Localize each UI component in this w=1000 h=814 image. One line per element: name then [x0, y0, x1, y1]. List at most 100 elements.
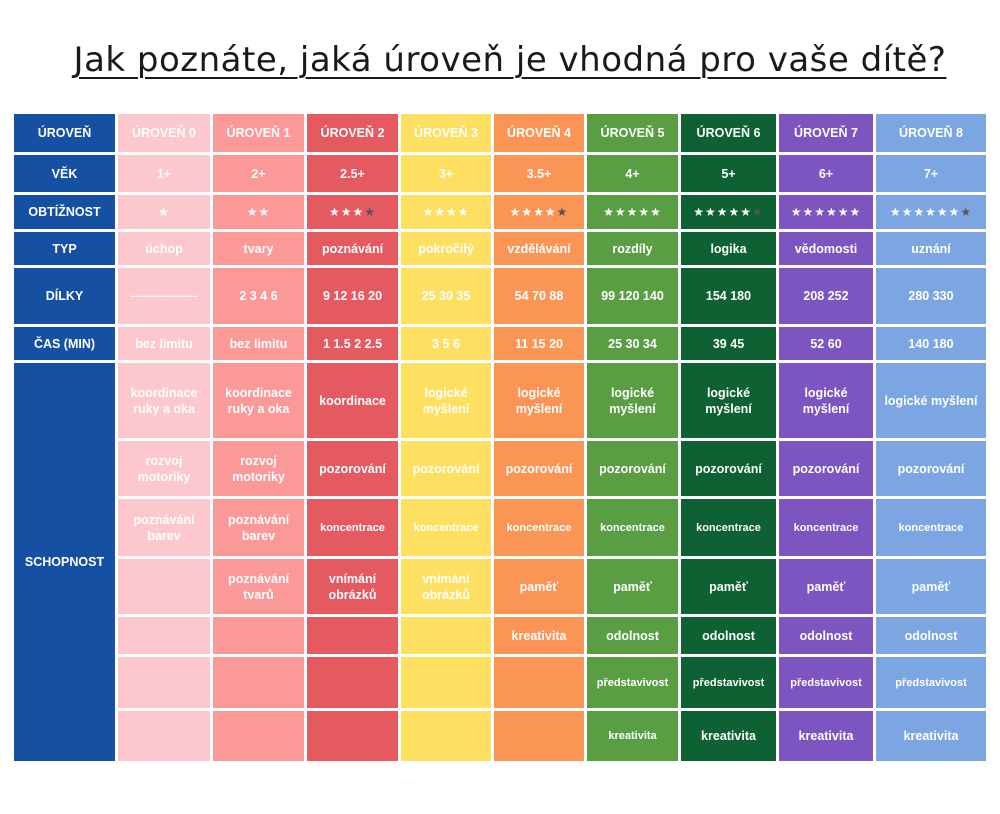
- row-header-difficulty: OBTÍŽNOST: [14, 195, 115, 229]
- level-0-skill-4: [118, 617, 210, 654]
- level-8-skill-0: logické myšlení: [876, 363, 986, 438]
- level-2-type: poznávání: [307, 232, 398, 265]
- level-5-skill-3: paměť: [587, 559, 678, 614]
- level-5-skill-0: logické myšlení: [587, 363, 678, 438]
- level-7-difficulty: ★★★★★★: [779, 195, 873, 229]
- level-8-difficulty: ★★★★★★ ★: [876, 195, 986, 229]
- star-rating-icon: ★★: [246, 205, 271, 219]
- level-3-skill-1: pozorování: [401, 441, 491, 496]
- row-header-level: ÚROVEŇ: [14, 114, 115, 152]
- level-3-skill-4: [401, 617, 491, 654]
- level-4-age: 3.5+: [494, 155, 584, 192]
- level-2-skill-4: [307, 617, 398, 654]
- level-3-difficulty: ★★★★: [401, 195, 491, 229]
- level-2-skill-6: [307, 711, 398, 761]
- level-2-time: 1 1.5 2 2.5: [307, 327, 398, 360]
- level-6-type: logika: [681, 232, 776, 265]
- level-7-skill-2: koncentrace: [779, 499, 873, 556]
- row-header-age: VĚK: [14, 155, 115, 192]
- level-5-level: ÚROVEŇ 5: [587, 114, 678, 152]
- level-8-level: ÚROVEŇ 8: [876, 114, 986, 152]
- level-1-type: tvary: [213, 232, 304, 265]
- star-rating-icon: ★: [158, 205, 170, 219]
- star-rating-icon: ★★★★: [422, 205, 470, 219]
- level-8-skill-2: koncentrace: [876, 499, 986, 556]
- level-2-skill-0: koordinace: [307, 363, 398, 438]
- level-5-skill-4: odolnost: [587, 617, 678, 654]
- level-3-skill-2: koncentrace: [401, 499, 491, 556]
- half-star-icon: ★: [364, 205, 377, 219]
- level-3-skill-5: [401, 657, 491, 708]
- level-3-age: 3+: [401, 155, 491, 192]
- level-4-pieces: 54 70 88: [494, 268, 584, 324]
- level-6-time: 39 45: [681, 327, 776, 360]
- level-0-skill-6: [118, 711, 210, 761]
- level-6-skill-2: koncentrace: [681, 499, 776, 556]
- level-8-type: uznání: [876, 232, 986, 265]
- star-rating-icon: ★★★: [328, 205, 365, 219]
- level-4-level: ÚROVEŇ 4: [494, 114, 584, 152]
- level-8-skill-1: pozorování: [876, 441, 986, 496]
- level-0-skill-0: koordinace ruky a oka: [118, 363, 210, 438]
- level-6-skill-1: pozorování: [681, 441, 776, 496]
- level-8-age: 7+: [876, 155, 986, 192]
- level-1-skill-4: [213, 617, 304, 654]
- level-1-skill-3: poznávání tvarů: [213, 559, 304, 614]
- level-4-skill-4: kreativita: [494, 617, 584, 654]
- level-5-skill-1: pozorování: [587, 441, 678, 496]
- level-7-age: 6+: [779, 155, 873, 192]
- level-2-level: ÚROVEŇ 2: [307, 114, 398, 152]
- level-6-pieces: 154 180: [681, 268, 776, 324]
- level-1-skill-0: koordinace ruky a oka: [213, 363, 304, 438]
- level-2-pieces: 9 12 16 20: [307, 268, 398, 324]
- level-7-pieces: 208 252: [779, 268, 873, 324]
- level-4-difficulty: ★★★★ ★: [494, 195, 584, 229]
- star-rating-icon: ★★★★: [509, 205, 557, 219]
- level-3-level: ÚROVEŇ 3: [401, 114, 491, 152]
- level-0-difficulty: ★: [118, 195, 210, 229]
- level-5-skill-5: představivost: [587, 657, 678, 708]
- level-8-skill-5: představivost: [876, 657, 986, 708]
- level-0-pieces: -------------------: [118, 268, 210, 324]
- level-4-skill-2: koncentrace: [494, 499, 584, 556]
- level-6-difficulty: ★★★★★ ★: [681, 195, 776, 229]
- level-0-level: ÚROVEŇ 0: [118, 114, 210, 152]
- level-3-skill-0: logické myšlení: [401, 363, 491, 438]
- level-2-age: 2.5+: [307, 155, 398, 192]
- level-2-skill-2: koncentrace: [307, 499, 398, 556]
- level-5-difficulty: ★★★★★: [587, 195, 678, 229]
- level-4-skill-1: pozorování: [494, 441, 584, 496]
- level-0-type: úchop: [118, 232, 210, 265]
- level-1-time: bez limitu: [213, 327, 304, 360]
- level-3-skill-6: [401, 711, 491, 761]
- level-0-time: bez limitu: [118, 327, 210, 360]
- level-4-skill-5: [494, 657, 584, 708]
- level-0-skill-3: [118, 559, 210, 614]
- level-6-level: ÚROVEŇ 6: [681, 114, 776, 152]
- level-2-skill-1: pozorování: [307, 441, 398, 496]
- level-8-skill-3: paměť: [876, 559, 986, 614]
- level-4-skill-6: [494, 711, 584, 761]
- level-2-difficulty: ★★★ ★: [307, 195, 398, 229]
- level-7-level: ÚROVEŇ 7: [779, 114, 873, 152]
- half-star-icon: ★: [752, 205, 764, 219]
- level-4-type: vzdělávání: [494, 232, 584, 265]
- level-6-skill-5: představivost: [681, 657, 776, 708]
- level-1-pieces: 2 3 4 6: [213, 268, 304, 324]
- level-1-difficulty: ★★: [213, 195, 304, 229]
- row-header-skill: SCHOPNOST: [14, 363, 115, 761]
- level-8-pieces: 280 330: [876, 268, 986, 324]
- level-7-skill-0: logické myšlení: [779, 363, 873, 438]
- level-6-skill-6: kreativita: [681, 711, 776, 761]
- level-3-type: pokročilý: [401, 232, 491, 265]
- level-7-skill-5: představivost: [779, 657, 873, 708]
- level-5-pieces: 99 120 140: [587, 268, 678, 324]
- level-7-type: vědomosti: [779, 232, 873, 265]
- level-3-skill-3: vnímání obrázků: [401, 559, 491, 614]
- level-4-skill-0: logické myšlení: [494, 363, 584, 438]
- level-8-skill-6: kreativita: [876, 711, 986, 761]
- level-7-skill-1: pozorování: [779, 441, 873, 496]
- level-5-age: 4+: [587, 155, 678, 192]
- level-4-time: 11 15 20: [494, 327, 584, 360]
- level-7-skill-4: odolnost: [779, 617, 873, 654]
